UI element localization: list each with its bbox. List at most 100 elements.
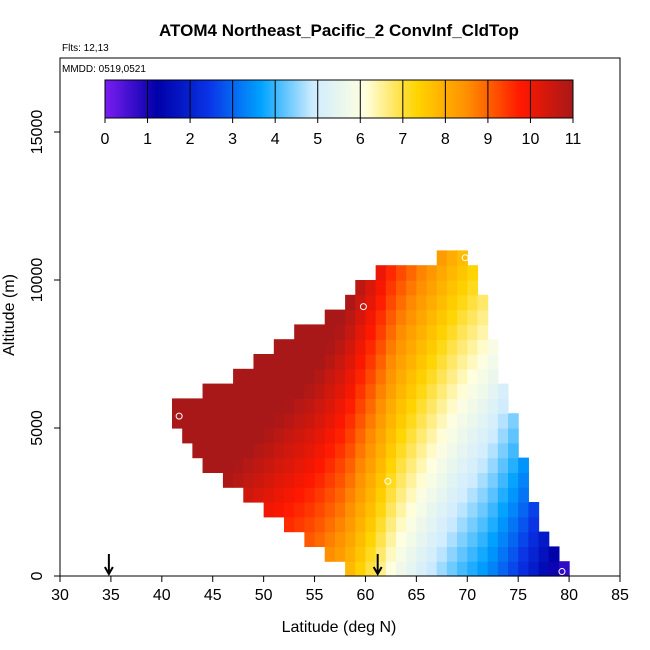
- heatmap-cell: [314, 413, 326, 429]
- heatmap-cell: [487, 546, 499, 562]
- colorbar-swatch: [436, 80, 440, 118]
- heatmap-cell: [385, 280, 397, 296]
- colorbar-swatch: [517, 80, 521, 118]
- heatmap-cell: [457, 516, 468, 533]
- colorbar-swatch: [549, 80, 553, 118]
- heatmap-cell: [253, 428, 265, 444]
- heatmap-cell: [263, 428, 275, 444]
- heatmap-cell: [385, 546, 397, 562]
- colorbar-swatch: [407, 80, 410, 118]
- colorbar-swatch: [445, 80, 448, 118]
- heatmap-cell: [416, 354, 428, 370]
- heatmap-cell: [334, 339, 346, 355]
- heatmap-cell: [233, 368, 244, 385]
- colorbar-swatch: [479, 80, 483, 118]
- colorbar-swatch: [128, 80, 132, 118]
- heatmap-cell: [365, 428, 377, 444]
- colorbar-swatch: [209, 80, 212, 118]
- heatmap-cell: [385, 516, 397, 533]
- heatmap-cell: [355, 516, 367, 533]
- heatmap-cell: [487, 442, 499, 459]
- heatmap-cell: [263, 502, 275, 518]
- heatmap-cell: [172, 398, 183, 414]
- heatmap-cell: [233, 413, 244, 429]
- colorbar-swatch: [275, 80, 278, 118]
- heatmap-cell: [446, 546, 458, 562]
- heatmap-cell: [446, 472, 458, 488]
- colorbar-swatch: [185, 80, 189, 118]
- heatmap-cell: [375, 309, 387, 325]
- heatmap-cell: [365, 457, 377, 473]
- heatmap-cell: [446, 324, 458, 340]
- heatmap-cell: [446, 354, 458, 370]
- heatmap-cell: [436, 472, 448, 488]
- heatmap-cell: [375, 472, 387, 488]
- heatmap-cell: [406, 309, 417, 325]
- heatmap-cell: [202, 428, 214, 444]
- colorbar-swatch: [147, 80, 151, 118]
- heatmap-cell: [334, 472, 346, 488]
- colorbar-swatch: [224, 80, 227, 118]
- heatmap-cell: [385, 487, 397, 503]
- colorbar-tick-label: 1: [143, 131, 152, 148]
- heatmap-cell: [457, 561, 468, 577]
- heatmap-cell: [222, 383, 234, 399]
- heatmap-cell: [385, 339, 397, 355]
- heatmap-cell: [263, 354, 275, 370]
- heatmap-cell: [508, 487, 519, 503]
- heatmap-cell: [406, 294, 417, 311]
- heatmap-cell: [294, 502, 305, 518]
- heatmap-cell: [273, 339, 285, 355]
- colorbar-swatch: [226, 80, 229, 118]
- colorbar-swatch: [353, 80, 357, 118]
- colorbar-swatch: [409, 80, 412, 118]
- colorbar-swatch: [547, 80, 551, 118]
- heatmap-cell: [426, 265, 438, 281]
- colorbar-swatch: [105, 80, 108, 118]
- heatmap-cell: [508, 561, 519, 577]
- heatmap-cell: [243, 428, 255, 444]
- heatmap-cell: [375, 546, 387, 562]
- colorbar-swatch: [421, 80, 425, 118]
- colorbar-swatch: [211, 80, 214, 118]
- heatmap-cell: [467, 354, 479, 370]
- heatmap-cell: [273, 487, 285, 503]
- heatmap-cell: [487, 457, 499, 473]
- heatmap-cell: [365, 294, 377, 311]
- colorbar-swatch: [198, 80, 202, 118]
- heatmap-cell: [508, 457, 519, 473]
- heatmap-cell: [294, 457, 305, 473]
- heatmap-cell: [406, 546, 417, 562]
- colorbar-swatch: [564, 80, 568, 118]
- heatmap-cell: [497, 516, 509, 533]
- heatmap-cell: [518, 561, 529, 577]
- heatmap-cell: [446, 294, 458, 311]
- colorbar-swatch: [234, 80, 238, 118]
- colorbar-swatch: [132, 80, 136, 118]
- heatmap-cell: [416, 546, 428, 562]
- colorbar-swatch: [475, 80, 478, 118]
- heatmap-cell: [477, 354, 489, 370]
- heatmap-cell: [314, 398, 326, 414]
- heatmap-cell: [294, 354, 305, 370]
- heatmap-cell: [457, 457, 468, 473]
- sample-points: [175, 254, 566, 576]
- heatmap-cell: [345, 339, 356, 355]
- heatmap-cell: [355, 383, 367, 399]
- heatmap-cell: [365, 472, 377, 488]
- colorbar-swatch: [202, 80, 206, 118]
- heatmap-cell: [436, 546, 448, 562]
- heatmap-cell: [457, 280, 468, 296]
- colorbar-swatch: [241, 80, 244, 118]
- heatmap-cell: [416, 472, 428, 488]
- heatmap-cell: [385, 265, 397, 281]
- heatmap-cell: [467, 339, 479, 355]
- heatmap-cell: [324, 457, 336, 473]
- heatmap-cell: [446, 368, 458, 385]
- heatmap-cell: [528, 546, 540, 562]
- heatmap-cell: [375, 442, 387, 459]
- heatmap-cell: [406, 516, 417, 533]
- heatmap-cell: [406, 561, 417, 577]
- heatmap-cell: [324, 487, 336, 503]
